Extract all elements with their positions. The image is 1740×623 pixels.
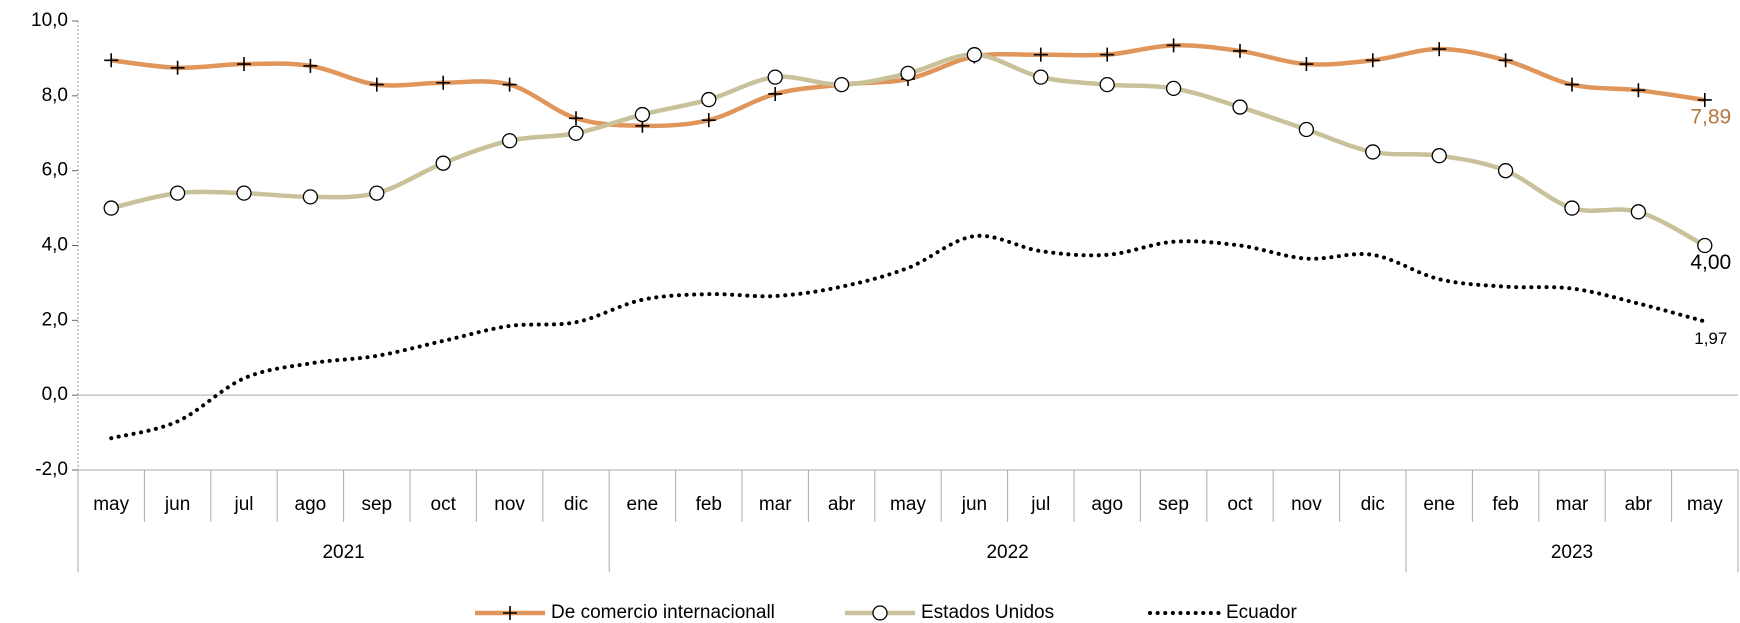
legend-label: Estados Unidos <box>921 602 1054 623</box>
x-tick-label: dic <box>564 494 588 515</box>
x-tick-label: abr <box>1625 494 1653 515</box>
marker <box>1630 204 1647 220</box>
marker <box>966 47 983 63</box>
marker <box>1697 237 1713 254</box>
marker <box>1033 69 1049 85</box>
marker <box>503 606 517 620</box>
x-tick-label: abr <box>828 494 856 515</box>
x-tick-label: oct <box>1227 494 1253 515</box>
marker <box>1033 47 1048 62</box>
value-label: 1,97 <box>1694 329 1727 348</box>
marker <box>767 69 783 85</box>
marker <box>1498 53 1513 68</box>
marker <box>1299 57 1314 72</box>
marker <box>833 76 850 93</box>
x-group-label: 2023 <box>1551 542 1593 563</box>
marker <box>1298 121 1315 138</box>
marker <box>1100 47 1115 62</box>
y-tick-label: 4,0 <box>42 235 68 256</box>
marker <box>502 77 517 92</box>
x-tick-label: mar <box>759 494 792 515</box>
legend-item: Estados Unidos <box>845 602 1054 623</box>
marker <box>1233 43 1247 58</box>
value-label: 4,00 <box>1690 251 1731 274</box>
legend-label: Ecuador <box>1226 602 1297 623</box>
x-tick-label: jul <box>233 494 253 515</box>
marker <box>1565 77 1579 92</box>
marker <box>104 53 119 68</box>
marker <box>1631 83 1646 98</box>
marker <box>369 185 385 201</box>
value-label: 7,89 <box>1690 105 1731 128</box>
marker <box>237 57 251 72</box>
x-tick-label: ago <box>1091 494 1123 515</box>
y-tick-label: 6,0 <box>42 160 68 181</box>
marker <box>569 111 583 126</box>
marker <box>1365 144 1381 160</box>
x-tick-label: dic <box>1361 494 1385 515</box>
marker <box>1165 80 1182 96</box>
x-tick-label: feb <box>1492 494 1518 515</box>
x-group-label: 2022 <box>986 542 1028 563</box>
x-tick-label: nov <box>1291 494 1322 515</box>
x-tick-label: sep <box>361 494 392 515</box>
marker <box>1697 92 1712 107</box>
marker <box>1166 38 1181 53</box>
x-tick-label: ene <box>1423 494 1455 515</box>
marker <box>236 185 252 201</box>
marker <box>302 189 319 205</box>
marker <box>303 58 318 73</box>
marker <box>1232 99 1248 115</box>
series-line <box>109 233 1707 441</box>
x-tick-label: jul <box>1030 494 1050 515</box>
x-tick-label: mar <box>1556 494 1589 515</box>
marker <box>568 125 584 141</box>
x-tick-label: oct <box>431 494 457 515</box>
marker <box>436 75 451 90</box>
marker <box>170 60 185 75</box>
marker <box>103 200 119 216</box>
marker <box>369 77 384 92</box>
legend-item: De comercio internacionall <box>475 602 775 623</box>
marker <box>435 155 451 171</box>
y-tick-label: -2,0 <box>35 459 68 480</box>
x-tick-label: may <box>890 494 926 515</box>
marker <box>1099 76 1115 93</box>
x-tick-label: jun <box>961 494 987 515</box>
x-tick-label: jun <box>164 494 190 515</box>
x-tick-label: feb <box>696 494 722 515</box>
marker <box>701 91 717 108</box>
marker <box>872 605 888 621</box>
marker <box>900 65 916 82</box>
marker <box>1432 42 1447 57</box>
y-tick-label: 10,0 <box>31 10 68 31</box>
marker <box>169 185 186 201</box>
marker <box>1365 53 1380 68</box>
x-tick-label: may <box>93 494 129 515</box>
y-tick-label: 8,0 <box>42 85 68 106</box>
marker <box>634 106 651 123</box>
y-tick-label: 0,0 <box>42 384 68 405</box>
legend-item: Ecuador <box>1148 602 1297 623</box>
x-tick-label: may <box>1687 494 1723 515</box>
marker <box>701 113 716 128</box>
x-tick-label: ene <box>627 494 659 515</box>
x-tick-label: nov <box>494 494 525 515</box>
marker <box>1431 148 1447 164</box>
y-tick-label: 2,0 <box>42 309 68 330</box>
x-tick-label: ago <box>295 494 327 515</box>
marker <box>1564 200 1580 216</box>
marker <box>768 86 783 101</box>
x-group-label: 2021 <box>322 542 364 563</box>
marker <box>1497 163 1514 179</box>
x-tick-label: sep <box>1158 494 1189 515</box>
marker <box>501 133 518 149</box>
legend-label: De comercio internacionall <box>551 602 775 623</box>
